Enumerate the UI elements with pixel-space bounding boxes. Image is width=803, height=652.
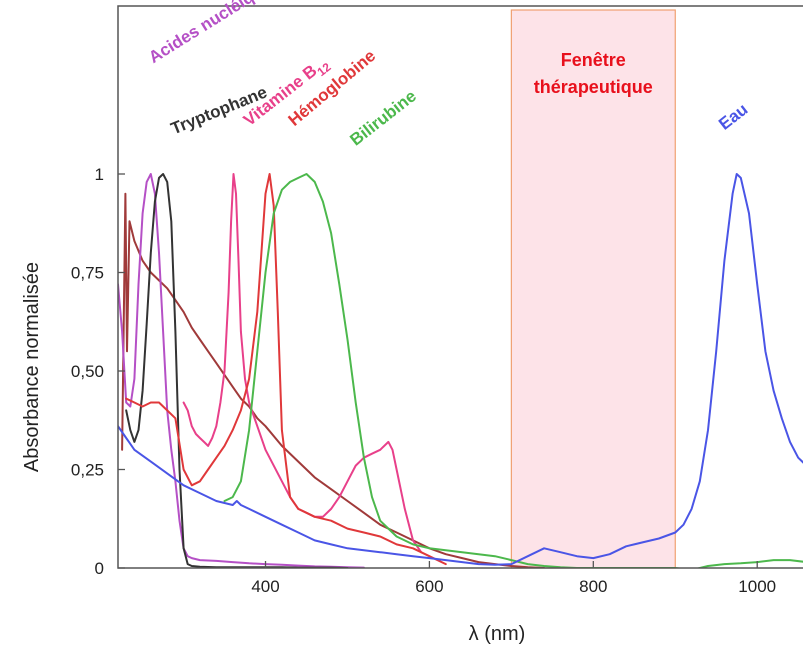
x-axis-title: λ (nm) [469,623,526,645]
plot-frame [117,5,803,569]
axes-layer [117,5,803,569]
series-layer [118,173,803,568]
x-tick-label: 400 [251,577,279,596]
therapeutic-window-band [510,9,676,569]
y-tick-label: 0,75 [71,264,104,283]
y-tick-layer: 0 0,25 0,50 0,75 1 [71,165,125,578]
y-tick-label: 0 [95,559,104,578]
x-tick-label: 800 [579,577,607,596]
series-label-1: Acides nucléiques [145,0,282,67]
series-line-1 [118,173,365,568]
x-tick-layer: 400 600 800 1000 [251,561,776,596]
series-line-2 [125,173,349,568]
y-axis-title: Absorbance normalisée [21,262,43,472]
series-label-5: Bilirubine [346,86,419,149]
y-tick-label: 1 [95,165,104,184]
x-tick-label: 600 [415,577,443,596]
series-line-5 [223,173,803,568]
y-tick-label: 0,50 [71,362,104,381]
series-line-4 [125,173,447,566]
x-tick-label: 1000 [738,577,776,596]
series-line-3 [182,173,423,554]
band-layer: Fenêtre thérapeutique [510,9,676,569]
therapeutic-window-label-line: thérapeutique [534,77,653,97]
therapeutic-window-label-line: Fenêtre [561,50,626,70]
series-line-6 [118,173,803,566]
y-tick-label: 0,25 [71,461,104,480]
series-label-6: Eau [715,100,751,134]
